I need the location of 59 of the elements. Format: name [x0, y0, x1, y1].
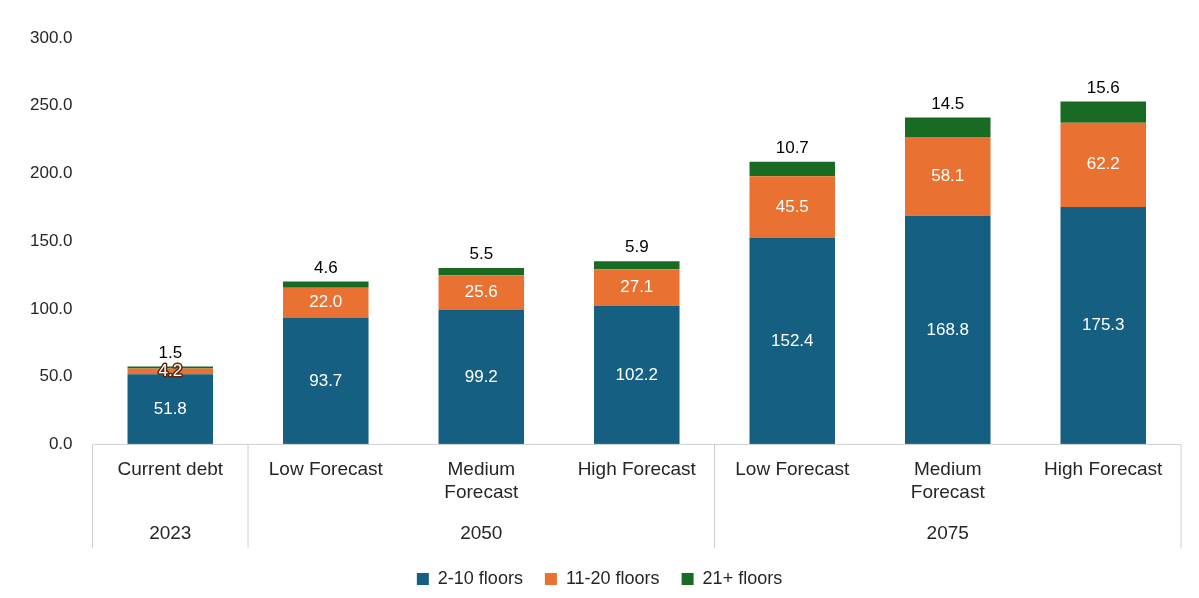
- data-label: 5.9: [624, 237, 649, 257]
- bar: [283, 281, 369, 288]
- bar: [905, 137, 991, 216]
- data-label: 93.7: [309, 370, 343, 390]
- y-tick-label: 300.0: [29, 27, 73, 47]
- bar: [438, 310, 525, 445]
- data-label: 5.5: [469, 244, 494, 264]
- data-label: 45.5: [775, 196, 809, 216]
- bar: [749, 176, 836, 238]
- x-tick-label: High Forecast: [1044, 458, 1164, 480]
- bar: [283, 287, 369, 318]
- data-label: 62.2: [1086, 154, 1120, 174]
- data-label: 22.0: [309, 292, 343, 312]
- text: 2050: [460, 522, 503, 544]
- data-label: 25.6: [464, 282, 498, 302]
- bar: [438, 275, 525, 311]
- x-tick-label: High Forecast: [577, 458, 697, 480]
- data-label: 10.7: [775, 138, 809, 157]
- y-tick-label: 50.0: [39, 366, 73, 386]
- legend-label: 21+ floors: [702, 567, 783, 588]
- data-label: 14.5: [931, 93, 965, 113]
- bar: [1060, 206, 1147, 445]
- bar: [1060, 122, 1147, 207]
- data-label: 102.2: [615, 364, 659, 384]
- data-label: 152.4: [770, 330, 814, 350]
- data-label: 27.1: [620, 277, 654, 297]
- data-label: 58.1: [931, 166, 965, 186]
- x-tick-label: Current debt: [117, 458, 224, 480]
- data-label: 1.5: [158, 342, 183, 362]
- y-tick-label: 150.0: [29, 230, 73, 250]
- x-tick-label: Medium Forecast: [910, 458, 986, 502]
- bar: [594, 261, 680, 270]
- text: 2023: [149, 522, 192, 544]
- data-label: 99.2: [464, 366, 498, 386]
- legend-label: 11-20 floors: [565, 567, 660, 588]
- data-label: 15.6: [1086, 77, 1120, 97]
- y-tick-label: 0.0: [48, 434, 73, 454]
- bar: [594, 269, 680, 306]
- bar: [127, 374, 214, 445]
- bar: [749, 237, 836, 445]
- data-label: 51.8: [153, 399, 187, 418]
- y-tick-label: 200.0: [29, 163, 73, 183]
- bar: [594, 305, 680, 445]
- text: 2075: [926, 522, 969, 544]
- bar: [905, 215, 991, 445]
- data-label: 4.6: [313, 257, 338, 277]
- bar: [283, 317, 369, 445]
- y-tick-label: 250.0: [29, 95, 73, 115]
- data-label: 175.3: [1081, 315, 1125, 335]
- bar: [749, 161, 836, 177]
- x-tick-label: Low Forecast: [268, 458, 384, 480]
- x-tick-label: Low Forecast: [735, 458, 851, 480]
- y-tick-label: 100.0: [29, 298, 73, 318]
- bar: [1060, 101, 1147, 123]
- x-tick-label: Medium Forecast: [444, 458, 519, 502]
- bar: [438, 267, 525, 276]
- legend-label: 2-10 floors: [437, 567, 523, 588]
- bar: [905, 117, 991, 138]
- data-label: 168.8: [926, 319, 970, 339]
